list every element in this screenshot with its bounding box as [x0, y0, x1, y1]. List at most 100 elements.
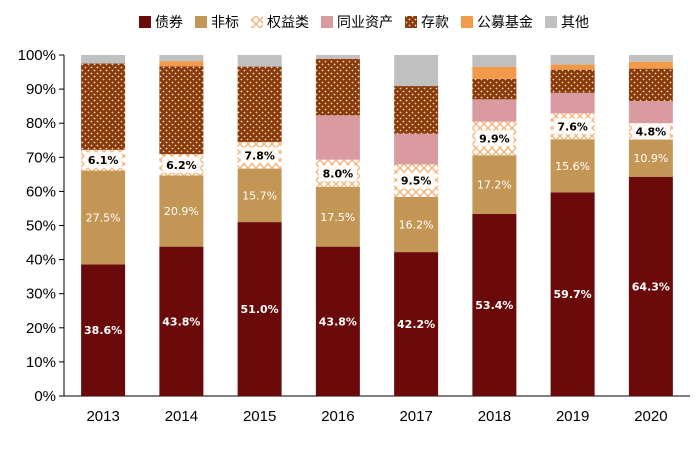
bar-segment-2016-1: [315, 186, 360, 247]
bar-segment-2020-6: [628, 55, 673, 62]
y-tick-label: 90%: [26, 81, 56, 98]
x-tick-label: 2013: [86, 408, 119, 425]
bar-segment-2013-6: [81, 55, 126, 64]
x-tick-label: 2018: [478, 408, 511, 425]
y-tick-label: 10%: [26, 354, 56, 371]
legend-label-4: 存款: [421, 15, 449, 31]
bar-segment-2019-0: [550, 192, 595, 396]
data-label-2013-1: 27.5%: [86, 211, 121, 224]
bar-segment-2016-3: [315, 115, 360, 160]
bar-segment-2017-4: [394, 86, 439, 134]
legend-swatch-5: [461, 16, 473, 28]
data-label-2020-1: 10.9%: [633, 152, 668, 165]
data-label-2013-0: 38.6%: [84, 324, 122, 337]
bar-segment-2019-5: [550, 64, 595, 70]
bar-segment-2013-4: [81, 63, 126, 150]
data-labels: 38.6% 27.5% 6.1% 43.8% 20.9% 6.2% 51.0% 15.7% 7.…: [84, 118, 670, 337]
data-label-2017-2: 9.5%: [401, 175, 432, 188]
y-tick-label: 60%: [26, 183, 56, 200]
bar-segment-2014-0: [159, 246, 204, 396]
data-label-2020-2: 4.8%: [636, 125, 667, 138]
bar-segment-2020-0: [628, 176, 673, 396]
data-label-2018-1: 17.2%: [477, 179, 512, 192]
data-label-bg: [397, 172, 436, 189]
data-label-2019-0: 59.7%: [554, 288, 592, 301]
data-label-2017-0: 42.2%: [397, 318, 435, 331]
bar-segment-2017-3: [394, 133, 439, 165]
bar-segment-2014-1: [159, 175, 204, 247]
bars: [81, 55, 673, 396]
data-label-bg: [475, 130, 514, 147]
legend-label-2: 权益类: [267, 15, 309, 31]
bar-segment-2013-0: [81, 264, 126, 396]
y-tick-label: 100%: [18, 47, 56, 64]
data-label-2019-1: 15.6%: [555, 160, 590, 173]
x-tick-label: 2020: [634, 408, 667, 425]
bar-segment-2014-6: [159, 55, 204, 62]
y-tick-label: 30%: [26, 286, 56, 303]
legend-label-5: 公募基金: [477, 14, 533, 31]
legend-label-0: 债券: [155, 15, 183, 31]
bar-segment-2015-6: [237, 55, 282, 67]
bar-segment-2020-1: [628, 139, 673, 177]
data-label-2018-2: 9.9%: [479, 132, 510, 145]
x-tick-label: 2016: [321, 408, 354, 425]
bar-segment-2018-6: [472, 55, 517, 67]
bar-segment-2016-6: [315, 55, 360, 59]
data-label-2016-1: 17.5%: [320, 211, 355, 224]
y-tick-label: 80%: [26, 115, 56, 132]
bar-segment-2019-4: [550, 69, 595, 93]
data-label-bg: [162, 156, 201, 173]
data-label-2019-2: 7.6%: [557, 120, 588, 133]
data-label-2013-2: 6.1%: [88, 154, 119, 167]
data-label-2015-0: 51.0%: [241, 303, 279, 316]
data-label-2016-0: 43.8%: [319, 315, 357, 328]
bar-segment-2020-3: [628, 101, 673, 124]
legend-swatch-0: [139, 16, 151, 28]
x-tick-label: 2019: [556, 408, 589, 425]
bar-segment-2016-0: [315, 246, 360, 396]
data-label-2014-2: 6.2%: [166, 159, 197, 172]
y-tick-label: 50%: [26, 218, 56, 235]
x-tick-label: 2014: [165, 408, 198, 425]
data-label-2016-2: 8.0%: [323, 167, 354, 180]
data-label-2020-0: 64.3%: [632, 280, 670, 293]
data-label-bg: [318, 165, 357, 182]
x-tick-label: 2017: [399, 408, 432, 425]
legend-swatch-2: [251, 16, 263, 28]
data-label-2015-2: 7.8%: [244, 149, 275, 162]
bar-segment-2017-1: [394, 196, 439, 253]
y-tick-label: 0%: [34, 388, 56, 405]
bar-segment-2018-3: [472, 99, 517, 122]
bar-segment-2014-4: [159, 66, 204, 155]
legend-label-1: 非标: [211, 15, 239, 31]
bar-segment-2016-4: [315, 58, 360, 116]
bar-segment-2013-1: [81, 170, 126, 265]
data-label-bg: [631, 123, 670, 140]
bar-segment-2018-4: [472, 78, 517, 100]
bar-segment-2020-5: [628, 61, 673, 69]
y-tick-label: 40%: [26, 252, 56, 269]
data-label-2017-1: 16.2%: [399, 218, 434, 231]
legend-label-6: 其他: [561, 15, 589, 31]
data-label-bg: [553, 118, 592, 135]
bar-segment-2018-5: [472, 66, 517, 79]
y-tick-label: 20%: [26, 320, 56, 337]
bar-segment-2020-4: [628, 68, 673, 102]
bar-segment-2019-6: [550, 55, 595, 65]
data-label-2014-1: 20.9%: [164, 205, 199, 218]
bar-segment-2018-0: [472, 213, 517, 396]
bar-segment-2014-5: [159, 61, 204, 67]
data-label-bg: [84, 152, 123, 169]
bar-segment-2019-3: [550, 92, 595, 114]
axes: 0% 10% 20% 30% 40% 50% 60% 70% 80% 90% 100% 2013 201…: [18, 47, 690, 425]
legend-label-3: 同业资产: [337, 15, 393, 31]
legend-swatch-4: [405, 16, 417, 28]
data-label-2014-0: 43.8%: [162, 315, 200, 328]
bar-segment-2019-1: [550, 139, 595, 193]
bar-segment-2015-0: [237, 222, 282, 396]
y-tick-label: 70%: [26, 149, 56, 166]
bar-segment-2015-1: [237, 168, 282, 223]
legend: 债券 非标 权益类 同业资产 存款 公募基金 其他: [139, 14, 589, 31]
